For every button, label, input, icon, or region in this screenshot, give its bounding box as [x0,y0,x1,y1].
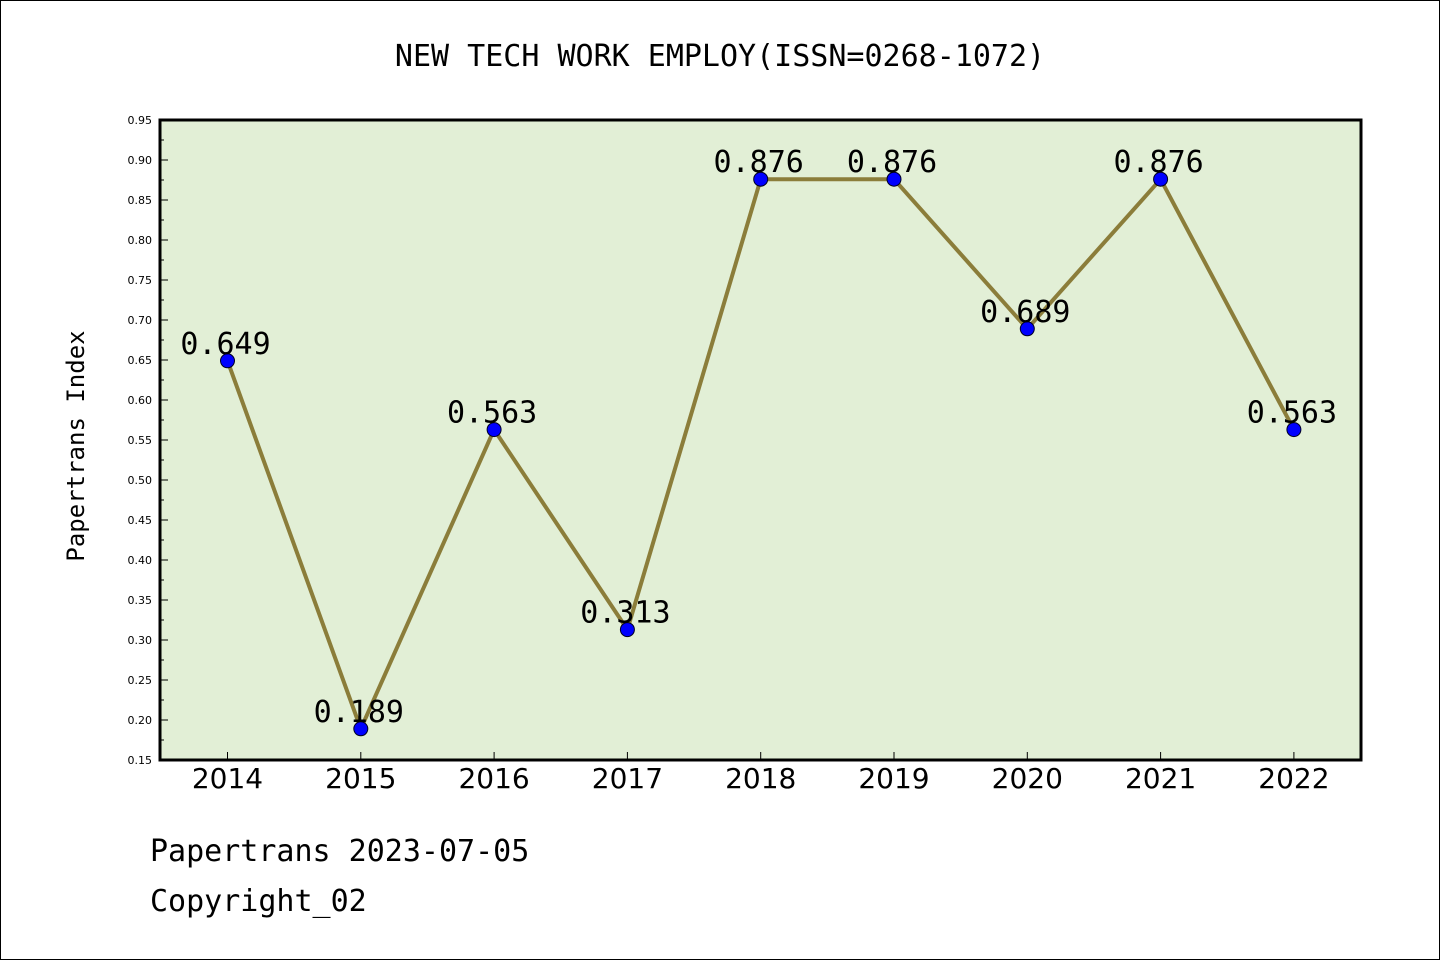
y-tick-label: 0.15 [128,754,153,767]
data-point [486,422,502,438]
data-label: 0.189 [314,695,404,730]
y-tick-label: 0.75 [128,274,153,287]
data-points [220,171,1302,737]
plot-border [158,118,1363,762]
y-tick-label: 0.45 [128,514,153,527]
data-point [1153,171,1169,187]
x-tick-label: 2017 [592,762,663,795]
data-point [220,353,235,369]
y-tick-label: 0.55 [128,434,153,447]
y-tick-label: 0.50 [128,474,153,487]
y-tick-label: 0.85 [128,194,153,207]
y-tick-label: 0.80 [128,234,153,247]
y-tick-label: 0.90 [128,154,153,167]
y-axis: 0.15 0.20 0.25 0.30 0.35 0.40 0.45 0.50 0.55 0.60… [128,114,168,767]
data-point [353,721,369,737]
data-point [1286,422,1302,438]
x-tick-label: 2016 [458,762,529,795]
y-axis-label: Papertrans Index [62,330,90,561]
data-label: 0.876 [1113,145,1203,180]
x-tick-label: 2021 [1125,762,1196,795]
data-label: 0.689 [980,295,1070,330]
data-label: 0.649 [180,327,270,362]
x-tick-label: 2015 [325,762,396,795]
y-tick-label: 0.20 [128,714,153,727]
y-tick-label: 0.40 [128,554,153,567]
footer-copyright: Copyright_02 [150,884,367,919]
data-point [619,622,635,638]
footer-date: Papertrans 2023-07-05 [150,834,530,869]
y-tick-label: 0.60 [128,394,153,407]
y-tick-label: 0.25 [128,674,153,687]
x-tick-label: 2018 [725,762,796,795]
x-tick-label: 2019 [858,762,929,795]
data-point [1019,321,1035,337]
data-label: 0.876 [847,145,937,180]
chart-title: NEW TECH WORK EMPLOY(ISSN=0268-1072) [395,39,1045,74]
data-label: 0.313 [580,596,670,631]
x-tick-label: 2014 [192,762,263,795]
data-label: 0.563 [1247,396,1337,431]
data-label: 0.563 [447,396,537,431]
data-label: 0.876 [714,145,804,180]
x-axis: 2014 2015 2016 2017 2018 2019 2020 2021 2022 [192,752,1330,795]
x-tick-label: 2022 [1258,762,1329,795]
y-tick-label: 0.30 [128,634,153,647]
data-point [886,171,902,187]
plot-area [160,120,1361,760]
y-tick-label: 0.65 [128,354,153,367]
y-tick-label: 0.35 [128,594,153,607]
y-tick-label: 0.95 [128,114,153,127]
data-labels: 0.649 0.189 0.563 0.313 0.876 0.876 0.689 0.876… [180,145,1337,730]
data-point [753,171,769,187]
y-tick-label: 0.70 [128,314,153,327]
x-tick-label: 2020 [992,762,1063,795]
